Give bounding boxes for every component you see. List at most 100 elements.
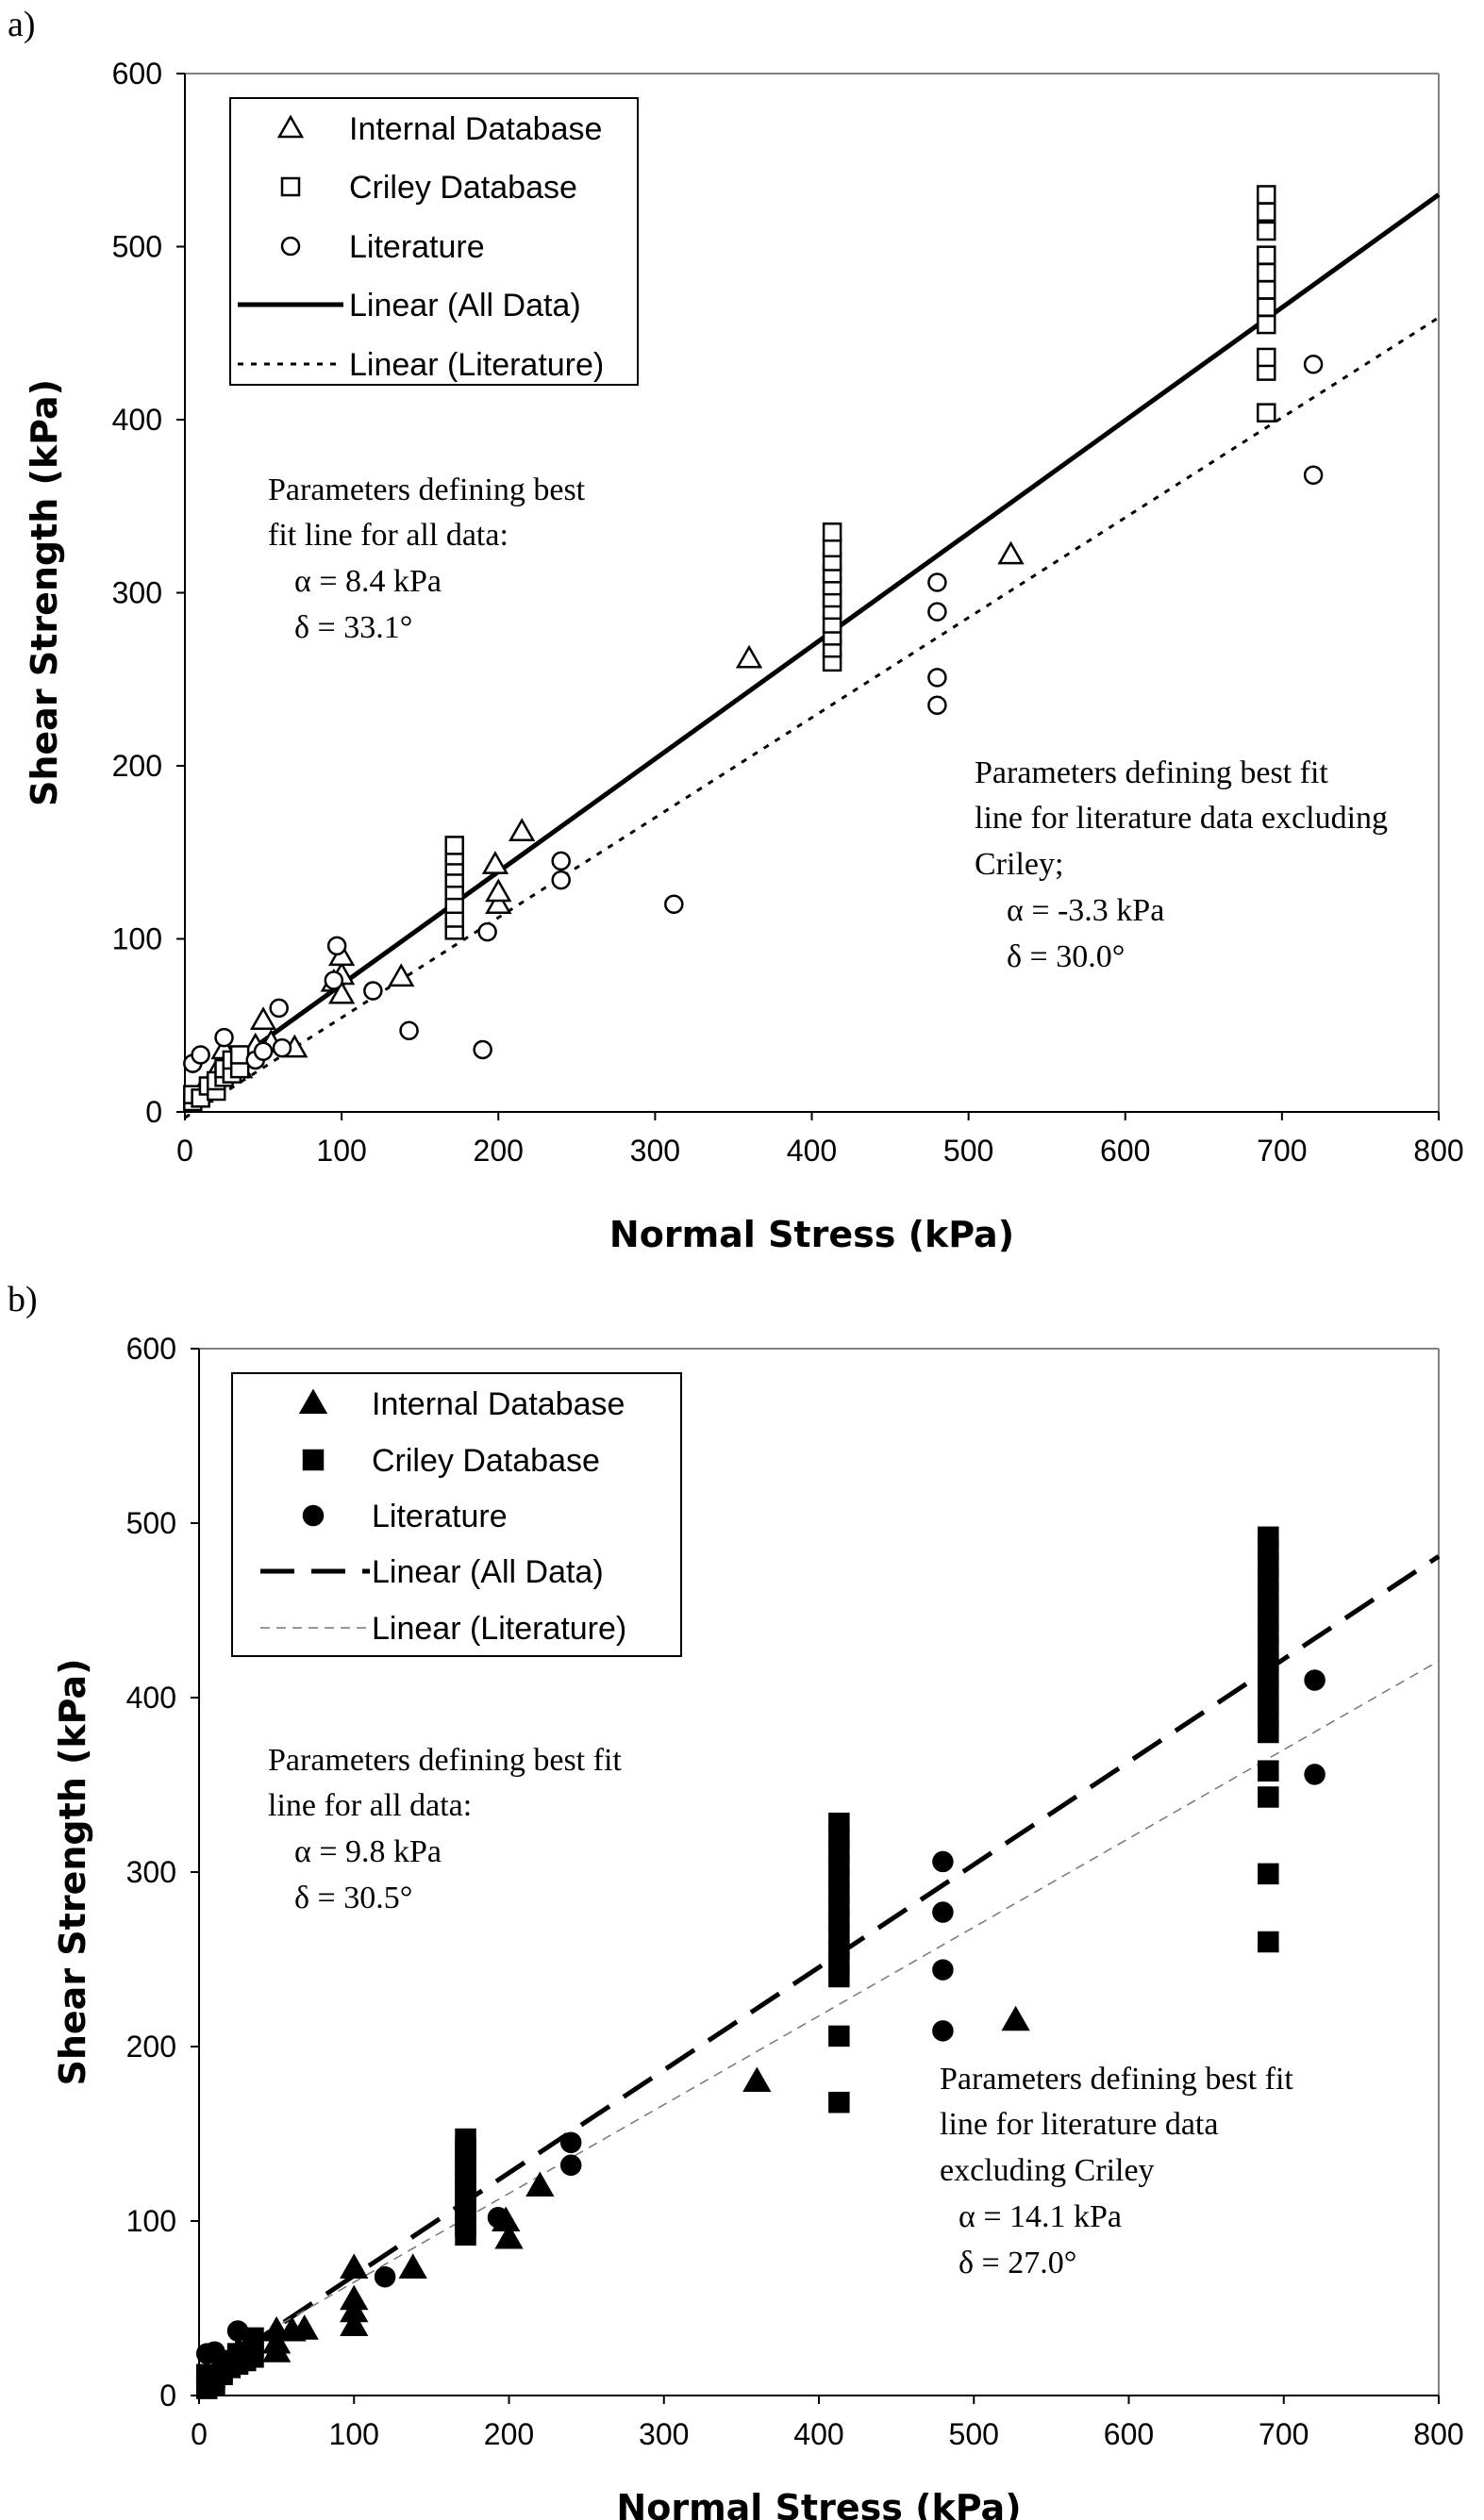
x-tick-label: 500: [949, 2417, 999, 2451]
x-tick-label: 0: [191, 2417, 208, 2451]
data-point: [249, 1006, 277, 1030]
data-point: [664, 894, 684, 915]
y-tick-label: 100: [112, 922, 162, 956]
data-point: [927, 602, 947, 622]
data-point: [828, 2091, 850, 2114]
data-point: [340, 2253, 369, 2279]
data-point: [828, 1812, 850, 1834]
annotation-line: line for literature data excluding: [975, 801, 1388, 836]
annotation-line: line for all data:: [268, 1788, 472, 1823]
legend-label: Linear (Literature): [372, 1611, 626, 1647]
data-point: [229, 1045, 250, 1065]
legend-label: Literature: [349, 229, 485, 265]
annotation-line: α = 14.1 kPa: [959, 2199, 1122, 2234]
panel-label: a): [8, 5, 36, 44]
y-tick-label: 400: [112, 403, 162, 437]
data-point: [444, 836, 464, 855]
data-point: [1304, 1764, 1326, 1785]
x-tick-label: 500: [943, 1134, 993, 1168]
data-point: [1257, 403, 1276, 423]
legend: Internal Database Criley Database Literatu…: [229, 97, 639, 386]
y-tick-label: 200: [126, 2030, 176, 2064]
data-point: [326, 936, 347, 956]
x-tick-label: 0: [176, 1134, 193, 1168]
data-point: [481, 851, 509, 874]
data-point: [214, 1027, 234, 1048]
annotation-literature-parameters: Parameters defining best fit line for lit…: [975, 755, 1388, 974]
data-point: [927, 695, 947, 716]
annotation-line: δ = 33.1°: [294, 610, 412, 645]
legend-symbol: [280, 176, 301, 197]
annotation-line: Parameters defining best fit: [268, 1743, 622, 1778]
data-point: [1257, 221, 1276, 241]
fit-line-literature: [198, 1660, 1440, 2372]
data-point: [253, 1041, 274, 1062]
data-point: [485, 890, 512, 915]
legend-label: Linear (All Data): [372, 1554, 604, 1590]
data-point: [204, 2341, 225, 2362]
data-point: [399, 1020, 419, 1041]
y-tick-label: 500: [126, 1506, 176, 1540]
data-point: [340, 2284, 369, 2311]
data-point: [1257, 245, 1276, 265]
data-point: [327, 980, 356, 1004]
data-point: [551, 870, 571, 890]
data-point: [1304, 1669, 1326, 1691]
x-axis-title: Normal Stress (kPa): [616, 2487, 1021, 2520]
data-point: [1001, 2005, 1030, 2031]
y-tick-label: 200: [112, 749, 162, 783]
annotation-line: Parameters defining best fit: [940, 2062, 1293, 2097]
data-point: [932, 1850, 954, 1873]
y-tick-label: 500: [112, 230, 162, 264]
data-point: [525, 2171, 555, 2197]
y-tick-label: 400: [126, 1681, 176, 1715]
legend-label: Internal Database: [372, 1386, 625, 1422]
legend-box: [229, 97, 639, 386]
data-point: [494, 2223, 524, 2249]
data-point: [1258, 1526, 1279, 1549]
data-point: [191, 1045, 210, 1065]
x-tick-label: 200: [474, 1134, 524, 1168]
annotation-line: δ = 27.0°: [959, 2246, 1076, 2280]
y-tick-label: 600: [112, 57, 162, 91]
fit-line-all-data: [183, 192, 1441, 1100]
y-tick-label: 300: [126, 1855, 176, 1889]
annotation-line: δ = 30.0°: [1007, 939, 1125, 974]
data-point: [374, 2265, 396, 2288]
series-criley-database: [183, 185, 1276, 1112]
data-point: [1257, 202, 1276, 223]
annotation-line: Parameters defining best fit: [975, 755, 1328, 790]
legend-label: Criley Database: [372, 1443, 600, 1479]
y-tick-label: 100: [126, 2204, 176, 2238]
legend-label: Internal Database: [349, 111, 602, 147]
annotation-line: Parameters defining best: [268, 472, 586, 507]
annotation-line: excluding Criley: [940, 2153, 1155, 2188]
x-tick-label: 300: [630, 1134, 680, 1168]
annotation-line: δ = 30.5°: [294, 1881, 412, 1915]
data-point: [1257, 297, 1276, 317]
x-tick-label: 700: [1259, 2417, 1309, 2451]
data-point: [559, 2154, 582, 2177]
series-literature: [195, 1669, 1326, 2364]
x-tick-label: 200: [484, 2417, 534, 2451]
panel-label: b): [8, 1280, 38, 1319]
data-point: [551, 851, 571, 871]
x-tick-label: 800: [1413, 2417, 1463, 2451]
data-point: [1257, 314, 1276, 335]
data-point: [742, 2066, 772, 2092]
legend-label: Linear (Literature): [349, 347, 604, 383]
y-tick-label: 600: [126, 1332, 176, 1366]
data-point: [473, 1039, 492, 1060]
legend-label: Linear (All Data): [349, 288, 581, 323]
x-tick-label: 100: [329, 2417, 379, 2451]
data-point: [735, 644, 763, 669]
data-point: [509, 818, 536, 841]
annotation-literature-parameters: Parameters defining best fit line for lit…: [940, 2062, 1293, 2280]
legend-symbol: [302, 1449, 325, 1471]
x-tick-label: 600: [1100, 1134, 1150, 1168]
data-point: [272, 1037, 292, 1058]
y-tick-label: 0: [159, 2379, 176, 2412]
data-point: [455, 2128, 476, 2150]
y-axis-title: Shear Strength (kPa): [24, 379, 65, 806]
data-point: [932, 1959, 954, 1981]
